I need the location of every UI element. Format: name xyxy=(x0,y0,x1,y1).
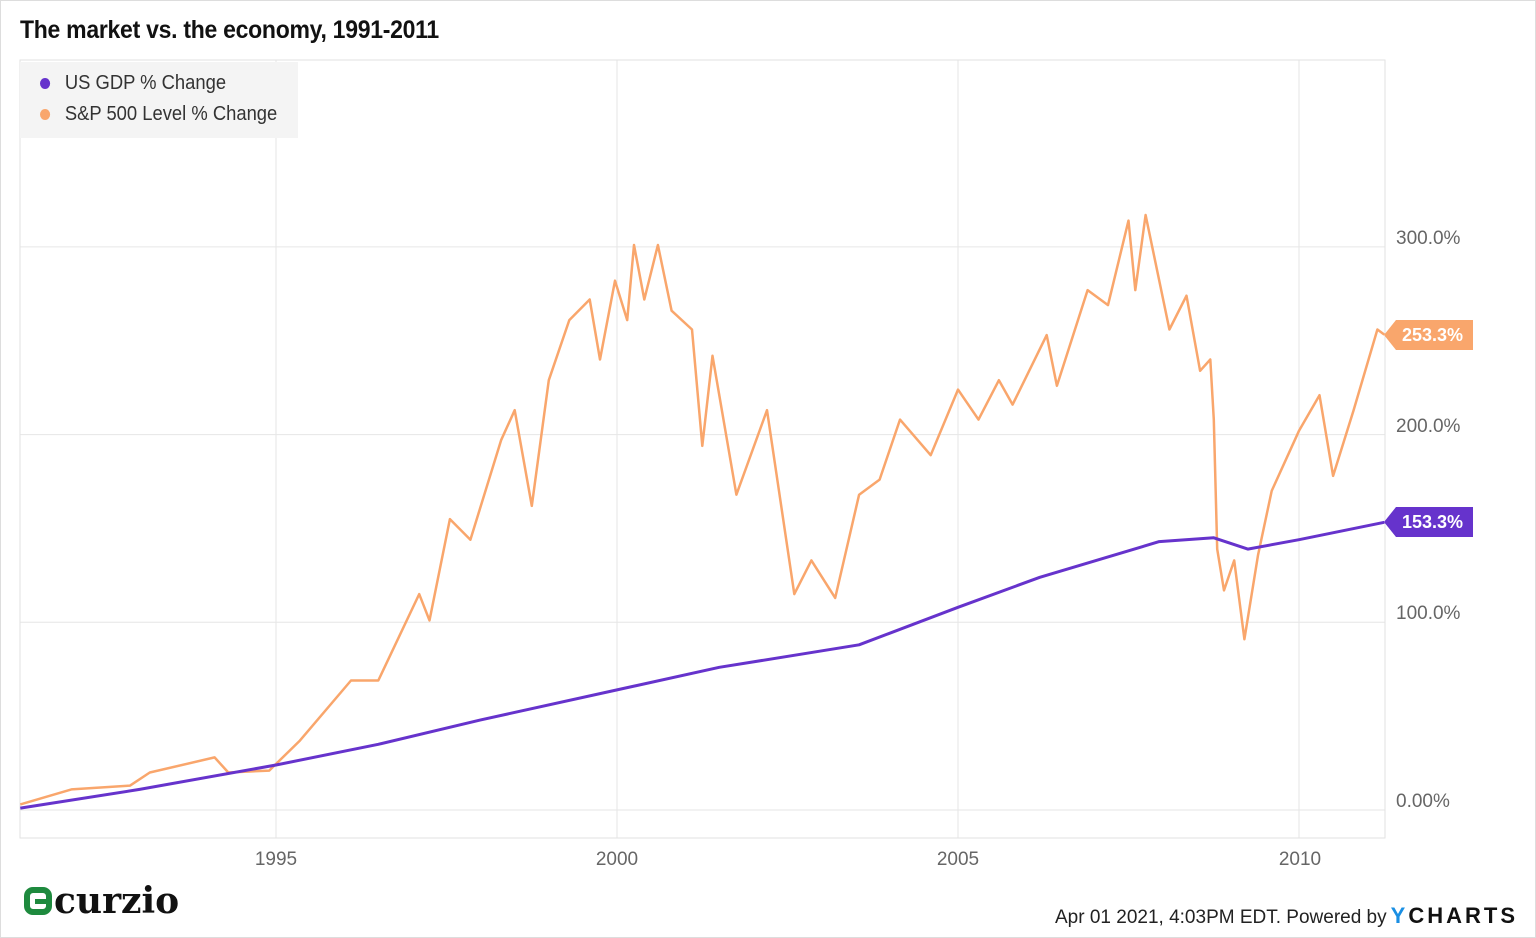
gridlines xyxy=(20,60,1385,838)
y-tick-label: 300.0% xyxy=(1396,228,1461,249)
curzio-logo: curzio xyxy=(24,880,179,922)
legend: US GDP % Change S&P 500 Level % Change xyxy=(20,62,298,138)
legend-item-gdp[interactable]: US GDP % Change xyxy=(40,72,226,95)
y-tick-label: 200.0% xyxy=(1396,416,1461,437)
ycharts-text: CHARTS xyxy=(1408,903,1518,928)
x-tick-label: 2000 xyxy=(595,849,639,870)
footer: Apr 01 2021, 4:03PM EDT. Powered by YCHA… xyxy=(1055,903,1518,929)
gdp-line xyxy=(20,520,1385,810)
y-tick-label: 0.00% xyxy=(1396,791,1450,812)
legend-label: US GDP % Change xyxy=(64,72,227,94)
legend-dot-sp500 xyxy=(40,109,51,120)
plot-area xyxy=(19,59,1386,839)
chart-title: The market vs. the economy, 1991-2011 xyxy=(20,16,439,44)
x-tick-label: 2005 xyxy=(936,849,980,870)
ycharts-y: Y xyxy=(1390,903,1409,928)
legend-dot-gdp xyxy=(40,78,51,89)
series-lines xyxy=(19,213,1386,810)
footer-timestamp: Apr 01 2021, 4:03PM EDT. Powered by xyxy=(1055,907,1387,928)
legend-item-sp500[interactable]: S&P 500 Level % Change xyxy=(40,103,277,126)
sp500-end-label: 253.3% xyxy=(1383,320,1474,350)
sp500-line xyxy=(19,213,1386,806)
ycharts-logo[interactable]: YCHARTS xyxy=(1391,903,1518,929)
logo-text: curzio xyxy=(54,880,180,922)
x-tick-label: 1995 xyxy=(254,849,298,870)
curzio-logo-mark-icon xyxy=(24,887,52,915)
legend-label: S&P 500 Level % Change xyxy=(64,103,278,125)
y-tick-label: 100.0% xyxy=(1396,603,1461,624)
x-tick-label: 2010 xyxy=(1278,849,1322,870)
gdp-end-label: 153.3% xyxy=(1383,507,1474,537)
